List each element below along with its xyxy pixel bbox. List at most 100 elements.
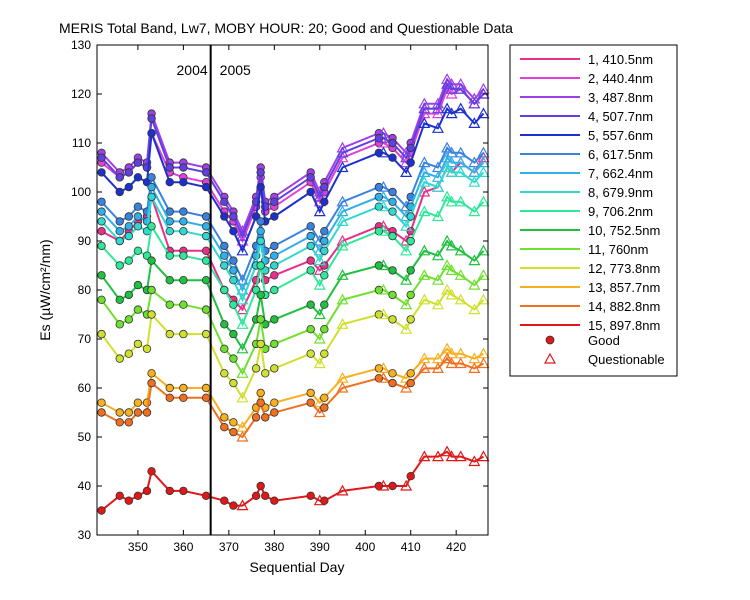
good-point [115, 173, 124, 182]
good-point [320, 403, 329, 412]
good-point [147, 222, 156, 231]
good-point [201, 231, 211, 241]
good-point [388, 138, 397, 148]
good-point [220, 344, 229, 353]
questionable-point [336, 146, 349, 158]
good-point [406, 472, 415, 481]
good-point [270, 212, 279, 221]
questionable-point [445, 264, 458, 275]
x-tick-label: 360 [173, 540, 193, 554]
legend-label-8: 8, 679.9nm [588, 185, 653, 200]
questionable-point [431, 450, 445, 462]
questionable-point [418, 102, 431, 114]
good-point [124, 182, 134, 192]
year-label-2005: 2005 [220, 62, 251, 78]
questionable-point [454, 244, 467, 256]
good-point [165, 486, 174, 496]
good-point [229, 427, 238, 437]
questionable-point [418, 244, 431, 256]
good-point [220, 413, 229, 422]
year-divider: 2004 2005 [177, 45, 251, 535]
good-point [124, 222, 134, 231]
good-point [229, 266, 238, 275]
questionable-point [400, 381, 413, 393]
good-point [142, 486, 152, 496]
good-point [306, 398, 315, 407]
questionable-point [431, 102, 445, 114]
good-point [220, 423, 229, 432]
questionable-point [400, 166, 413, 177]
good-point [147, 114, 156, 123]
good-point [320, 271, 329, 280]
questionable-point [477, 82, 490, 94]
questionable-point [431, 210, 445, 222]
good-point [320, 261, 329, 270]
good-point [97, 398, 106, 407]
questionable-point [400, 479, 413, 491]
series-14 [97, 352, 490, 442]
legend-label-7: 7, 662.4nm [588, 166, 653, 181]
questionable-point [236, 318, 249, 329]
good-point [97, 271, 106, 280]
good-point [229, 354, 238, 363]
good-point [388, 481, 397, 491]
good-point [97, 207, 106, 216]
good-point [270, 271, 279, 280]
questionable-point [377, 131, 390, 143]
questionable-point [445, 166, 458, 177]
good-point [133, 158, 143, 167]
legend-label-5: 5, 557.6nm [588, 128, 653, 143]
plot-area [97, 73, 490, 515]
good-point [388, 153, 397, 162]
good-point [133, 408, 143, 417]
good-point [165, 226, 174, 236]
good-point [147, 173, 156, 182]
good-point [147, 128, 156, 138]
good-point [220, 496, 229, 505]
series-line [100, 288, 485, 400]
good-point [147, 467, 156, 476]
series-8 [97, 161, 490, 305]
legend-label-9: 9, 706.2nm [588, 204, 653, 219]
legend-label-3: 3, 487.8nm [588, 90, 653, 105]
good-point [97, 329, 106, 339]
questionable-point [468, 303, 481, 315]
questionable-point [377, 479, 390, 491]
good-point [165, 276, 174, 285]
good-point [133, 339, 143, 349]
good-point [270, 339, 279, 349]
questionable-point [336, 161, 349, 173]
good-point [256, 398, 265, 407]
good-point [179, 207, 188, 216]
questionable-point [445, 450, 458, 462]
good-point [115, 491, 124, 500]
questionable-point [445, 357, 458, 369]
questionable-point [236, 303, 249, 315]
good-point [201, 212, 211, 221]
questionable-point [454, 357, 467, 369]
good-point [115, 236, 124, 246]
y-tick-label: 30 [78, 528, 92, 542]
good-point [142, 408, 152, 417]
legend-label-14: 14, 882.8nm [588, 299, 660, 314]
good-point [306, 349, 315, 358]
good-point [306, 325, 315, 334]
questionable-point [336, 293, 349, 305]
good-point [165, 217, 174, 226]
questionable-point [431, 249, 445, 261]
good-point [270, 496, 279, 505]
questionable-point [468, 205, 481, 217]
good-point [201, 305, 211, 314]
x-axis: 350 360 370 380 390 400 410 420 [128, 45, 467, 554]
legend-label-13: 13, 857.7nm [588, 280, 660, 295]
good-point [124, 408, 134, 417]
questionable-point [236, 499, 249, 511]
questionable-point [445, 195, 458, 207]
legend-label-6: 6, 617.5nm [588, 147, 653, 162]
questionable-point [236, 367, 249, 378]
questionable-point [454, 293, 467, 305]
good-point [165, 329, 174, 339]
good-point [165, 207, 174, 216]
good-point [261, 413, 270, 422]
good-point [124, 349, 134, 358]
